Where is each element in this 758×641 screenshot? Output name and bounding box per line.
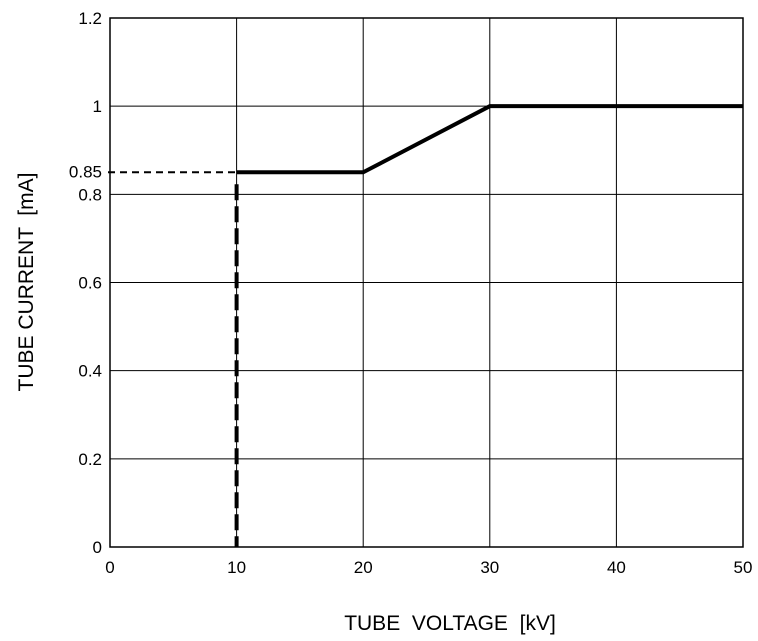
y-tick-label: 0.2 bbox=[78, 450, 102, 469]
y-tick-label: 1.2 bbox=[78, 9, 102, 28]
y-tick-label: 0.4 bbox=[78, 362, 102, 381]
y-tick-label: 0.6 bbox=[78, 274, 102, 293]
x-tick-label: 30 bbox=[480, 558, 499, 577]
x-tick-labels: 0 10 20 30 40 50 bbox=[105, 558, 752, 577]
series-line bbox=[236, 104, 743, 175]
x-tick-label: 10 bbox=[227, 558, 246, 577]
y-tick-labels: 0 0.2 0.4 0.6 0.8 1 1.2 bbox=[78, 9, 102, 557]
y-tick-label: 1 bbox=[93, 97, 102, 116]
y-tick-label: 0 bbox=[93, 538, 102, 557]
reference-lines: 0.85 bbox=[69, 162, 239, 547]
x-axis-title: TUBE VOLTAGE [kV] bbox=[344, 612, 556, 635]
y-tick-label: 0.8 bbox=[78, 185, 102, 204]
x-tick-label: 40 bbox=[607, 558, 626, 577]
reference-value-label: 0.85 bbox=[69, 162, 102, 181]
x-tick-label: 20 bbox=[354, 558, 373, 577]
series bbox=[236, 104, 743, 175]
y-axis-title: TUBE CURRENT [mA] bbox=[15, 173, 38, 392]
x-tick-label: 50 bbox=[734, 558, 753, 577]
x-tick-label: 0 bbox=[105, 558, 114, 577]
plot-frame bbox=[109, 17, 744, 548]
grid bbox=[109, 17, 744, 548]
